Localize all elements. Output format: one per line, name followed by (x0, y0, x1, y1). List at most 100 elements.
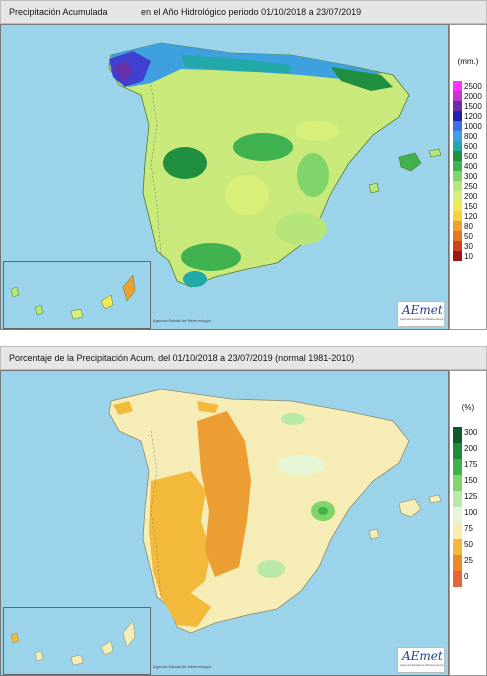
west-deficit (149, 471, 211, 601)
top-legend-swatch (453, 141, 462, 151)
bottom-aemet-logo-sub: Agencia Estatal de Meteorología (400, 663, 444, 667)
bottom-legend-swatch (453, 443, 462, 459)
ebro-surplus (277, 455, 325, 475)
top-legend-label: 800 (464, 132, 478, 141)
top-legend-swatch (453, 241, 462, 251)
top-legend-swatch (453, 151, 462, 161)
top-legend-swatch (453, 201, 462, 211)
top-legend-swatch (453, 121, 462, 131)
ibiza (368, 182, 380, 194)
southeast-surplus (257, 560, 285, 578)
top-legend-swatch (453, 81, 462, 91)
bottom-legend: (%) 300 200 175 150 125 100 75 50 25 0 (449, 370, 487, 676)
bottom-legend-swatch (453, 459, 462, 475)
southeast-patch (275, 213, 327, 245)
top-legend-label: 2000 (464, 92, 482, 101)
bottom-legend-label: 100 (464, 508, 478, 517)
top-precipitation-map: Agencia Estatal de Meteorología AEmet Ag… (0, 24, 449, 330)
bottom-credit: Agencia Estatal de Meteorología (153, 664, 211, 669)
top-aemet-logo-text: AEmet (402, 303, 443, 317)
top-legend-swatch (453, 181, 462, 191)
galicia-extreme (113, 61, 133, 81)
ibiza (368, 528, 380, 540)
canary-island-2 (34, 650, 44, 662)
andalusia-patch (181, 243, 241, 271)
bottom-canary-inset (3, 607, 151, 675)
iberian-range-wet (297, 153, 329, 197)
canary-island-5 (122, 620, 136, 648)
bottom-legend-unit: (%) (461, 403, 475, 412)
top-canary-inset (3, 261, 151, 329)
canary-island-3 (70, 654, 84, 666)
bottom-legend-swatch (453, 539, 462, 555)
canary-island-3 (70, 308, 84, 320)
bottom-legend-label: 300 (464, 428, 478, 437)
mallorca (398, 498, 422, 518)
cantabria-wet (181, 55, 291, 73)
top-legend-swatch (453, 111, 462, 121)
portugal-border (150, 430, 162, 602)
top-legend-label: 2500 (464, 82, 482, 91)
south-deficit (161, 593, 211, 627)
top-legend-swatch (453, 101, 462, 111)
top-legend-swatch (453, 91, 462, 101)
top-legend-label: 600 (464, 142, 478, 151)
menorca (428, 494, 442, 504)
bottom-legend-swatch (453, 491, 462, 507)
canary-island-2 (34, 304, 44, 316)
east-surplus-inner (318, 507, 328, 515)
top-legend-swatch (453, 131, 462, 141)
west-wet-patch (163, 147, 207, 179)
bottom-percentage-map: Agencia Estatal de Meteorología AEmet Ag… (0, 370, 449, 676)
top-legend-swatch (453, 251, 462, 261)
top-legend-label: 250 (464, 182, 478, 191)
top-legend-swatch (453, 161, 462, 171)
top-title-bar: Precipitación Acumulada en el Año Hidrol… (0, 0, 487, 24)
bottom-map-graphic (10, 388, 442, 666)
top-legend-label: 50 (464, 232, 473, 241)
top-legend-label: 1200 (464, 112, 482, 121)
bottom-legend-label: 150 (464, 476, 478, 485)
top-legend-swatch (453, 221, 462, 231)
mallorca (398, 152, 422, 172)
bottom-legend-swatch (453, 507, 462, 523)
top-legend-label: 400 (464, 162, 478, 171)
top-legend-label: 10 (464, 252, 473, 261)
bottom-legend-label: 175 (464, 460, 478, 469)
top-legend-label: 150 (464, 202, 478, 211)
top-legend: (mm.) 2500 2000 1500 1200 1000 800 600 500 400 30… (449, 24, 487, 330)
top-legend-unit: (mm.) (457, 57, 479, 66)
top-legend-label: 120 (464, 212, 478, 221)
top-legend-label: 1000 (464, 122, 482, 131)
canary-island-4 (100, 640, 114, 656)
iberia-landmass (108, 42, 410, 288)
bottom-legend-label: 0 (464, 572, 469, 581)
bottom-title: Porcentaje de la Precipitación Acum. del… (9, 353, 355, 363)
top-aemet-logo: AEmet Agencia Estatal de Meteorología (397, 301, 445, 327)
bottom-legend-swatch (453, 523, 462, 539)
top-legend-swatch (453, 211, 462, 221)
canary-island-4 (100, 294, 114, 310)
bottom-legend-swatch (453, 475, 462, 491)
canary-island-1 (10, 632, 20, 644)
yellow-interior (225, 175, 269, 215)
canary-island-5 (122, 274, 136, 302)
top-map-graphic (10, 42, 442, 320)
top-title-left: Precipitación Acumulada (9, 7, 108, 17)
top-legend-label: 300 (464, 172, 478, 181)
top-legend-swatch (453, 171, 462, 181)
top-legend-label: 500 (464, 152, 478, 161)
bottom-legend-swatch (453, 427, 462, 443)
cantabria-deficit (197, 401, 219, 413)
top-legend-label: 30 (464, 242, 473, 251)
top-legend-swatch (453, 231, 462, 241)
top-aemet-logo-sub: Agencia Estatal de Meteorología (400, 317, 444, 321)
bottom-aemet-logo: AEmet Agencia Estatal de Meteorología (397, 647, 445, 673)
bottom-legend-label: 125 (464, 492, 478, 501)
bottom-panel: Porcentaje de la Precipitación Acum. del… (0, 346, 487, 676)
top-panel: Precipitación Acumulada en el Año Hidrol… (0, 0, 487, 330)
canary-island-1 (10, 286, 20, 298)
portugal-border (150, 84, 162, 256)
bottom-legend-swatch (453, 571, 462, 587)
top-legend-label: 200 (464, 192, 478, 201)
